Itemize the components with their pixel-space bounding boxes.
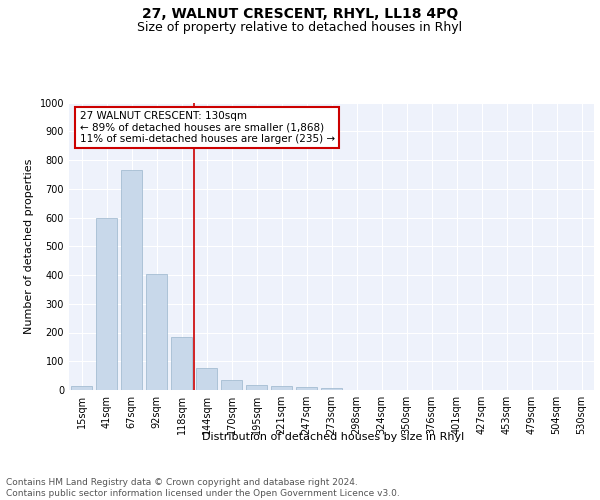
- Bar: [271, 386, 292, 390]
- Bar: [246, 385, 267, 390]
- Text: Distribution of detached houses by size in Rhyl: Distribution of detached houses by size …: [202, 432, 464, 442]
- Bar: [296, 386, 317, 390]
- Bar: [221, 380, 242, 390]
- Bar: [71, 386, 92, 390]
- Bar: [196, 368, 217, 390]
- Text: 27, WALNUT CRESCENT, RHYL, LL18 4PQ: 27, WALNUT CRESCENT, RHYL, LL18 4PQ: [142, 8, 458, 22]
- Y-axis label: Number of detached properties: Number of detached properties: [24, 158, 34, 334]
- Bar: [171, 337, 192, 390]
- Text: Contains HM Land Registry data © Crown copyright and database right 2024.
Contai: Contains HM Land Registry data © Crown c…: [6, 478, 400, 498]
- Bar: [96, 218, 117, 390]
- Bar: [146, 274, 167, 390]
- Text: 27 WALNUT CRESCENT: 130sqm
← 89% of detached houses are smaller (1,868)
11% of s: 27 WALNUT CRESCENT: 130sqm ← 89% of deta…: [79, 111, 335, 144]
- Text: Size of property relative to detached houses in Rhyl: Size of property relative to detached ho…: [137, 21, 463, 34]
- Bar: [321, 388, 342, 390]
- Bar: [121, 170, 142, 390]
